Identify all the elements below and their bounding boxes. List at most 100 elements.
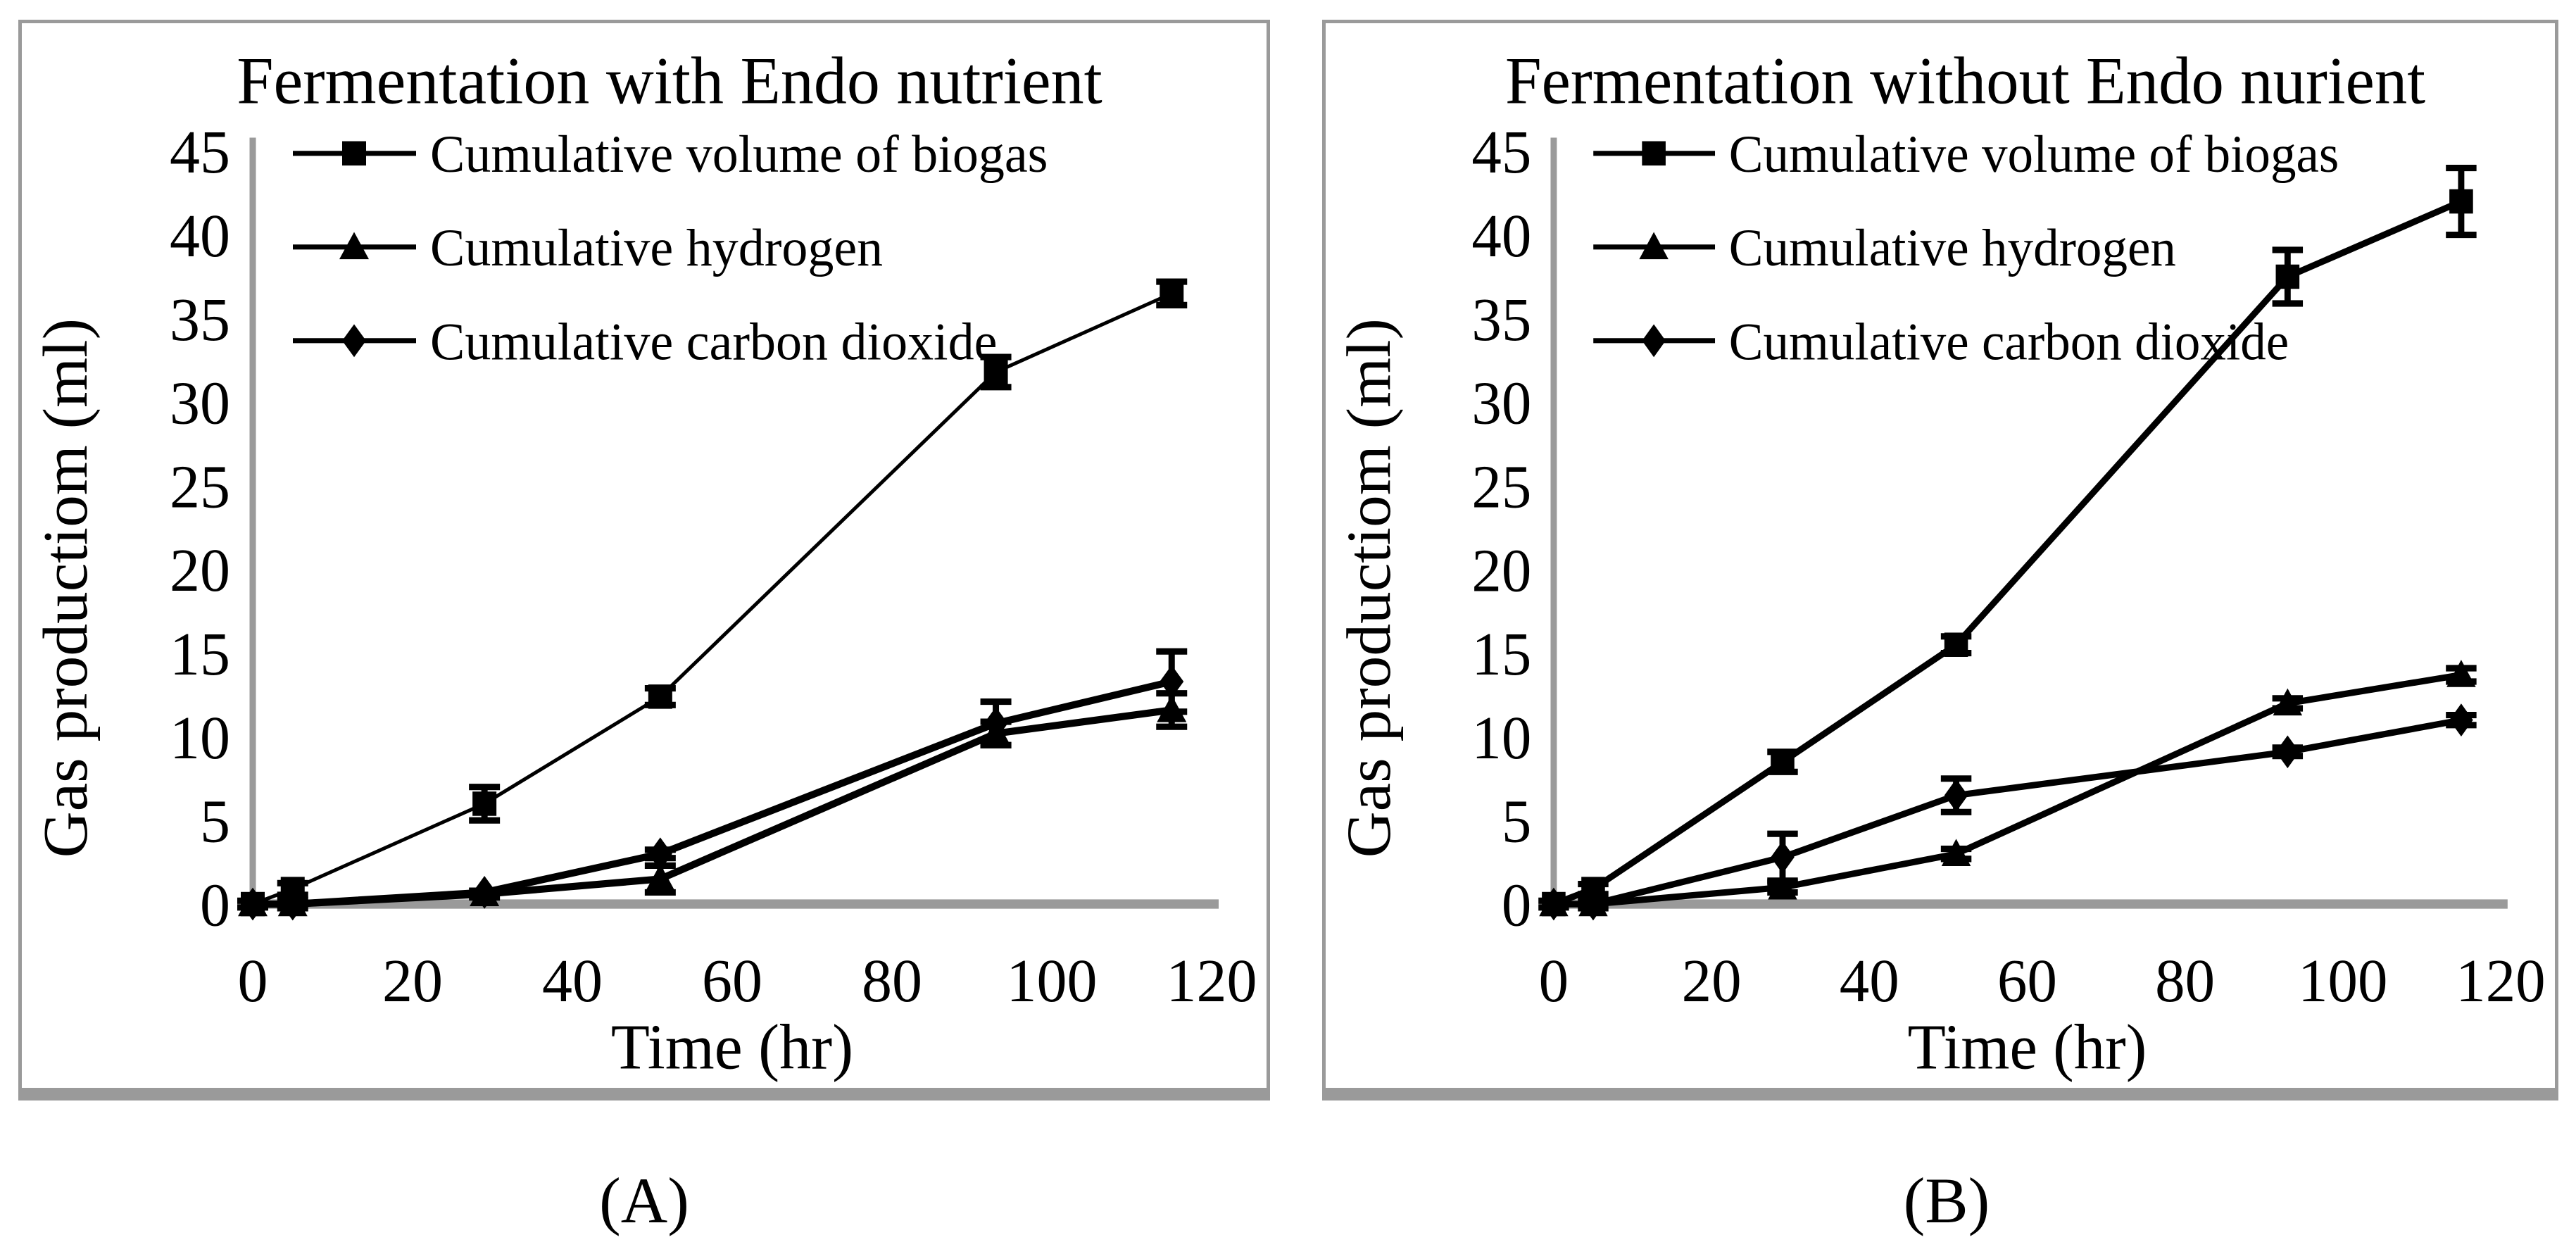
- y-tick-label: 0: [200, 871, 230, 939]
- data-point-marker: [472, 791, 497, 816]
- x-tick-label: 80: [862, 947, 922, 1015]
- x-tick-label: 60: [1997, 946, 2057, 1015]
- x-tick-labels: 0 20 40 60 80 100 120: [238, 947, 1257, 1015]
- x-tick-label: 0: [1539, 946, 1569, 1015]
- legend-label: Cumulative carbon dioxide: [1729, 313, 2289, 371]
- series-line: [1553, 717, 2462, 908]
- series-cumulative-volume-of-biogas: [1538, 164, 2477, 917]
- x-axis-title: Time (hr): [611, 1011, 853, 1083]
- data-point-marker: [1771, 749, 1795, 775]
- y-tick-label: 10: [1471, 703, 1531, 772]
- data-point-marker: [2449, 189, 2473, 214]
- panel-b: Fermentation without Endo nurient 0 5 10 15 2…: [1322, 20, 2558, 1101]
- x-tick-label: 100: [1007, 947, 1098, 1015]
- series-cumulative-carbon-dioxide: [1542, 703, 2477, 921]
- diamond-marker-icon: [1642, 324, 1666, 358]
- data-point-marker: [2446, 660, 2476, 687]
- y-tick-label: 25: [170, 453, 230, 521]
- data-point-marker: [1768, 872, 1797, 900]
- y-tick-label: 35: [170, 285, 230, 353]
- x-tick-label: 40: [542, 947, 603, 1015]
- x-tick-label: 120: [1167, 947, 1257, 1015]
- data-point-marker: [1771, 841, 1795, 874]
- x-tick-label: 0: [238, 947, 268, 1015]
- y-tick-label: 15: [170, 620, 230, 688]
- triangle-marker-icon: [1639, 232, 1669, 260]
- y-tick-label: 45: [1471, 118, 1531, 186]
- data-point-marker: [2275, 264, 2300, 289]
- x-tick-labels: 0 20 40 60 80 100 120: [1539, 946, 2546, 1015]
- legend-label: Cumulative volume of biogas: [430, 126, 1048, 184]
- y-tick-label: 40: [1471, 201, 1531, 270]
- data-point-marker: [1944, 779, 1968, 812]
- legend-item: Cumulative hydrogen: [293, 220, 883, 278]
- y-tick-label: 20: [1471, 536, 1531, 604]
- square-marker-icon: [342, 141, 366, 166]
- y-tick-label: 40: [170, 201, 230, 270]
- data-point-marker: [1944, 632, 1968, 657]
- legend: Cumulative volume of biogas Cumulative hy…: [1593, 125, 2339, 371]
- legend: Cumulative volume of biogas Cumulative hy…: [293, 126, 1048, 372]
- legend-item: Cumulative volume of biogas: [293, 126, 1048, 184]
- series-line: [252, 291, 1173, 906]
- data-point-marker: [2449, 703, 2473, 737]
- series-cumulative-hydrogen: [238, 690, 1188, 917]
- y-axis-title: Gas productiom (ml): [1335, 318, 1404, 858]
- legend-item: Cumulative carbon dioxide: [293, 313, 997, 372]
- chart-title: Fermentation with Endo nutrient: [237, 44, 1102, 118]
- y-tick-label: 45: [170, 118, 230, 187]
- chart-a-svg: Fermentation with Endo nutrient 0 5 10 15 20 2…: [30, 44, 1257, 1083]
- y-tick-labels: 0 5 10 15 20 25 30 35 40 45: [170, 118, 230, 939]
- legend-item: Cumulative volume of biogas: [1593, 125, 2339, 184]
- x-tick-label: 40: [1840, 946, 1899, 1015]
- legend-item: Cumulative hydrogen: [1593, 219, 2176, 277]
- data-point-marker: [1542, 887, 1566, 921]
- x-tick-label: 100: [2298, 946, 2387, 1015]
- chart-title: Fermentation without Endo nurient: [1505, 44, 2425, 118]
- data-point-marker: [1941, 839, 1971, 867]
- data-point-marker: [2273, 688, 2303, 716]
- square-marker-icon: [1642, 141, 1666, 166]
- legend-label: Cumulative hydrogen: [430, 220, 883, 278]
- x-axis-title: Time (hr): [1908, 1012, 2147, 1082]
- data-point-marker: [1581, 887, 1605, 921]
- series-cumulative-volume-of-biogas: [237, 278, 1188, 917]
- y-tick-label: 30: [170, 369, 230, 437]
- legend-label: Cumulative volume of biogas: [1729, 125, 2339, 184]
- data-point-marker: [984, 707, 1008, 740]
- x-tick-label: 80: [2155, 946, 2215, 1015]
- y-axis-title: Gas productiom (ml): [30, 318, 101, 858]
- x-tick-label: 20: [1682, 946, 1742, 1015]
- diamond-marker-icon: [342, 324, 366, 358]
- y-tick-label: 15: [1471, 620, 1531, 688]
- x-tick-label: 120: [2456, 946, 2545, 1015]
- legend-label: Cumulative carbon dioxide: [430, 313, 997, 372]
- data-point-marker: [2275, 735, 2300, 769]
- y-tick-label: 10: [170, 703, 230, 772]
- y-tick-label: 35: [1471, 285, 1531, 353]
- legend-label: Cumulative hydrogen: [1729, 219, 2176, 277]
- series-line: [253, 678, 1173, 908]
- panel-a: Fermentation with Endo nutrient 0 5 10 15 20 2…: [18, 20, 1270, 1101]
- data-point-marker: [241, 887, 265, 921]
- data-point-marker: [648, 837, 672, 871]
- data-point-marker: [984, 360, 1008, 384]
- caption-b: (B): [1903, 1165, 1990, 1236]
- series-cumulative-carbon-dioxide: [241, 648, 1188, 921]
- data-point-marker: [645, 864, 675, 891]
- data-point-marker: [1160, 281, 1184, 306]
- y-tick-label: 20: [170, 537, 230, 605]
- y-tick-label: 5: [1502, 787, 1531, 855]
- y-tick-labels: 0 5 10 15 20 25 30 35 40 45: [1471, 118, 1531, 939]
- series-line: [253, 706, 1172, 908]
- y-tick-label: 5: [200, 787, 230, 855]
- data-point-marker: [280, 887, 305, 921]
- caption-a: (A): [599, 1165, 689, 1236]
- data-point-marker: [1160, 665, 1184, 698]
- axes: [249, 137, 1219, 909]
- y-tick-label: 25: [1471, 452, 1531, 520]
- y-tick-label: 0: [1502, 870, 1531, 939]
- triangle-marker-icon: [339, 232, 369, 260]
- series-line: [1552, 198, 2463, 908]
